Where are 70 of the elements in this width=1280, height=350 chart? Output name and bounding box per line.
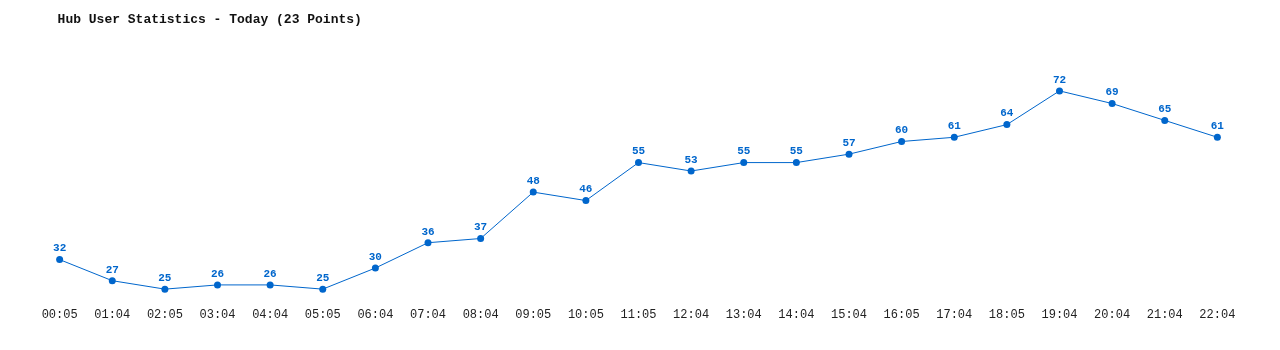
x-tick-label: 12:04 bbox=[673, 308, 710, 322]
x-tick-label: 22:04 bbox=[1199, 308, 1236, 322]
point bbox=[1108, 100, 1116, 108]
x-tick-label: 03:04 bbox=[199, 308, 236, 322]
x-tick-label: 15:04 bbox=[830, 308, 868, 322]
point bbox=[371, 264, 379, 272]
point bbox=[161, 285, 169, 293]
data-label: 30 bbox=[368, 250, 382, 263]
point bbox=[950, 133, 958, 141]
x-tick-label: 07:04 bbox=[409, 308, 447, 322]
data-label: 55 bbox=[789, 145, 804, 158]
data-label: 26 bbox=[263, 267, 277, 280]
point bbox=[1003, 121, 1011, 129]
data-label: 25 bbox=[316, 272, 330, 285]
x-tick-label: 17:04 bbox=[936, 308, 973, 322]
point bbox=[740, 159, 748, 167]
data-label: 65 bbox=[1158, 103, 1172, 116]
data-label: 64 bbox=[1000, 107, 1014, 120]
x-tick-label: 02:05 bbox=[146, 308, 183, 322]
x-tick-label: 00:05 bbox=[41, 308, 78, 322]
data-label: 69 bbox=[1105, 86, 1119, 99]
data-label: 72 bbox=[1052, 73, 1067, 86]
chart-title: Hub User Statistics - Today (23 Points) bbox=[57, 12, 362, 28]
point bbox=[898, 137, 906, 145]
data-label: 60 bbox=[895, 124, 909, 137]
x-tick-label: 05:05 bbox=[304, 308, 341, 322]
x-tick-label: 11:05 bbox=[620, 308, 657, 322]
x-tick-label: 19:04 bbox=[1041, 308, 1078, 322]
x-tick-label: 10:05 bbox=[567, 308, 604, 322]
point bbox=[108, 277, 116, 285]
point bbox=[266, 281, 274, 289]
point bbox=[424, 239, 432, 247]
x-tick-label: 20:04 bbox=[1094, 308, 1131, 322]
data-label: 57 bbox=[842, 137, 856, 150]
data-label: 55 bbox=[737, 145, 751, 158]
data-label: 46 bbox=[579, 183, 593, 196]
data-label: 32 bbox=[53, 242, 67, 255]
point bbox=[845, 150, 853, 158]
data-label: 53 bbox=[684, 153, 699, 166]
x-tick-label: 06:04 bbox=[357, 308, 394, 322]
data-label: 48 bbox=[526, 174, 541, 187]
x-tick-label: 01:04 bbox=[94, 308, 131, 322]
x-tick-label: 16:05 bbox=[883, 308, 920, 322]
point bbox=[1161, 116, 1169, 124]
data-label: 61 bbox=[1210, 120, 1225, 133]
point bbox=[319, 285, 327, 293]
x-tick-label: 18:05 bbox=[988, 308, 1025, 322]
point bbox=[214, 281, 221, 289]
x-tick-label: 04:04 bbox=[252, 308, 289, 322]
point bbox=[56, 256, 64, 264]
point bbox=[687, 167, 695, 175]
data-label: 55 bbox=[631, 145, 646, 158]
point bbox=[792, 159, 800, 167]
data-label: 26 bbox=[210, 267, 225, 280]
x-tick-label: 13:04 bbox=[725, 308, 762, 322]
point bbox=[582, 197, 590, 205]
data-label: 25 bbox=[158, 272, 172, 285]
x-tick-label: 09:05 bbox=[515, 308, 552, 322]
point bbox=[477, 235, 485, 243]
x-tick-label: 21:04 bbox=[1146, 308, 1183, 322]
data-label: 37 bbox=[474, 221, 488, 234]
point bbox=[1056, 87, 1063, 95]
point bbox=[529, 188, 537, 196]
x-tick-label: 08:04 bbox=[462, 308, 499, 322]
point bbox=[635, 159, 642, 167]
data-label: 27 bbox=[105, 263, 119, 276]
data-label: 61 bbox=[947, 120, 962, 133]
x-tick-label: 14:04 bbox=[778, 308, 815, 322]
data-label: 36 bbox=[421, 225, 435, 238]
point bbox=[1213, 133, 1221, 141]
